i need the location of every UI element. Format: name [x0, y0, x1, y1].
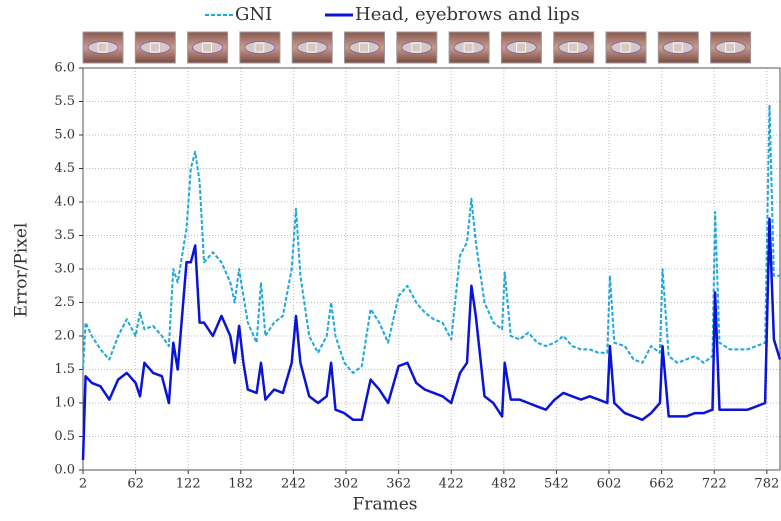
- thumbnail-eye: [401, 41, 433, 54]
- y-tick-label: 0.0: [54, 463, 75, 478]
- y-tick-label: 3.5: [54, 228, 75, 243]
- thumbnail-eye: [244, 41, 276, 54]
- thumbnail-eye: [715, 41, 746, 54]
- x-tick-label: 782: [754, 477, 779, 492]
- y-tick-label: 0.5: [54, 429, 75, 444]
- series-line: [82, 103, 780, 374]
- x-tick-label: 422: [439, 477, 464, 492]
- y-tick-label: 5.5: [54, 94, 75, 109]
- x-tick-label: 302: [334, 477, 359, 492]
- thumbnail-box: [149, 42, 160, 53]
- x-tick-label: 62: [127, 477, 144, 492]
- legend-label: Head, eyebrows and lips: [355, 4, 580, 25]
- y-tick-label: 4.0: [54, 195, 75, 210]
- x-tick-label: 602: [597, 477, 622, 492]
- thumbnail-eye: [296, 41, 328, 54]
- thumbnail-box: [306, 42, 317, 53]
- thumbnail-eye: [662, 41, 694, 54]
- thumbnail-box: [672, 42, 683, 53]
- x-tick-label: 722: [702, 477, 727, 492]
- y-tick-label: 3.0: [54, 262, 75, 277]
- thumbnail-box: [568, 42, 579, 53]
- y-tick-label: 6.0: [54, 61, 75, 76]
- thumbnail-eye: [506, 41, 537, 54]
- y-tick-label: 2.0: [54, 329, 75, 344]
- x-axis-label: Frames: [353, 495, 418, 515]
- y-tick-label: 5.0: [54, 128, 75, 143]
- x-tick-label: 662: [649, 477, 674, 492]
- thumbnail-eye: [87, 41, 119, 54]
- y-tick-label: 1.5: [54, 362, 75, 377]
- thumbnail-box: [202, 42, 213, 53]
- y-tick-label: 4.5: [54, 161, 75, 176]
- x-tick-label: 182: [228, 477, 253, 492]
- thumbnail-box: [463, 42, 474, 53]
- y-axis-label: Error/Pixel: [12, 223, 32, 318]
- thumbnail-eye: [349, 41, 380, 54]
- thumbnail-box: [516, 42, 526, 53]
- thumbnail-eye: [139, 41, 171, 54]
- thumbnail-box: [359, 42, 369, 53]
- plot-frame: [82, 67, 781, 471]
- thumbnail-box: [97, 42, 108, 53]
- x-tick-label: 122: [176, 477, 201, 492]
- thumbnail-box: [725, 42, 735, 53]
- x-tick-label: 542: [544, 477, 569, 492]
- y-tick-label: 1.0: [54, 396, 75, 411]
- thumbnails: [82, 31, 752, 64]
- thumbnail-eye: [558, 41, 590, 54]
- x-tick-label: 362: [386, 477, 411, 492]
- series-line: [81, 217, 781, 460]
- thumbnail-box: [411, 42, 422, 53]
- thumbnail-eye: [192, 41, 224, 54]
- legend-label: GNI: [235, 4, 272, 25]
- thumbnail-box: [254, 42, 265, 53]
- y-tick-label: 2.5: [54, 295, 75, 310]
- thumbnail-eye: [610, 41, 642, 54]
- x-tick-label: 2: [79, 477, 87, 492]
- thumbnail-box: [620, 42, 631, 53]
- x-tick-label: 482: [491, 477, 516, 492]
- x-tick-label: 242: [281, 477, 306, 492]
- thumbnail-eye: [453, 41, 485, 54]
